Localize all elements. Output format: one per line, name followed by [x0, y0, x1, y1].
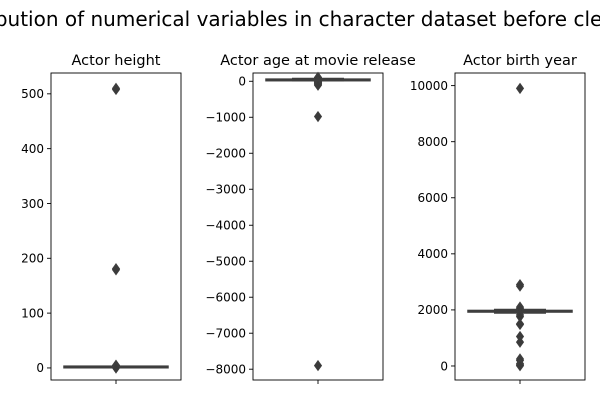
- panel-title: Actor age at movie release: [220, 53, 416, 69]
- panel-actor-height: Actor height 0 100 200 300 400 500: [21, 53, 182, 384]
- y-tick-label: 100: [21, 306, 44, 320]
- y-tick-label: −7000: [205, 327, 246, 341]
- y-tick-label: −6000: [205, 291, 246, 305]
- outlier-point: [515, 82, 525, 95]
- panel-title: Actor height: [72, 53, 161, 69]
- figure-title: Distribution of numerical variables in c…: [0, 7, 600, 31]
- outlier-point: [515, 280, 525, 292]
- y-axis: 0 2000 4000 6000 8000 10000: [410, 79, 521, 384]
- outlier-point: [515, 318, 525, 331]
- outlier-point: [515, 336, 525, 348]
- y-tick-label: −8000: [205, 363, 246, 377]
- outlier-point: [111, 362, 121, 374]
- y-tick-label: 6000: [417, 191, 448, 205]
- y-tick-label: 4000: [417, 247, 448, 261]
- y-axis: 0 −1000 −2000 −3000 −4000 −5000 −6000 −7000 −800…: [205, 75, 319, 384]
- y-axis: 0 100 200 300 400 500: [21, 87, 117, 384]
- axes-frame: [50, 72, 182, 381]
- y-tick-label: 8000: [417, 135, 448, 149]
- boxplot: [467, 82, 573, 372]
- y-tick-label: −5000: [205, 255, 246, 269]
- boxplot: [63, 82, 169, 374]
- panel-actor-birth-year: Actor birth year 0 2000 4000 6000 8000 10000: [410, 53, 586, 384]
- y-tick-label: 400: [21, 142, 44, 156]
- y-tick-label: 500: [21, 87, 44, 101]
- outlier-point: [515, 360, 525, 372]
- y-tick-label: 200: [21, 252, 44, 266]
- panel-title: Actor birth year: [463, 53, 577, 69]
- y-tick-label: 0: [238, 75, 246, 89]
- y-tick-label: 0: [36, 361, 44, 375]
- y-tick-label: −1000: [205, 111, 246, 125]
- y-tick-label: −4000: [205, 219, 246, 233]
- boxplot: [265, 71, 371, 372]
- y-tick-label: 10000: [410, 79, 448, 93]
- outlier-point: [111, 83, 121, 96]
- panel-actor-age-at-movie-release: Actor age at movie release 0 −1000 −2000 −3…: [205, 53, 416, 384]
- y-tick-label: 2000: [417, 303, 448, 317]
- outlier-point: [111, 264, 121, 276]
- outlier-point: [313, 110, 323, 123]
- y-tick-label: −2000: [205, 147, 246, 161]
- outlier-point: [313, 79, 323, 91]
- y-tick-label: 300: [21, 197, 44, 211]
- y-tick-label: −3000: [205, 183, 246, 197]
- outlier-point: [313, 359, 323, 372]
- y-tick-label: 0: [440, 359, 448, 373]
